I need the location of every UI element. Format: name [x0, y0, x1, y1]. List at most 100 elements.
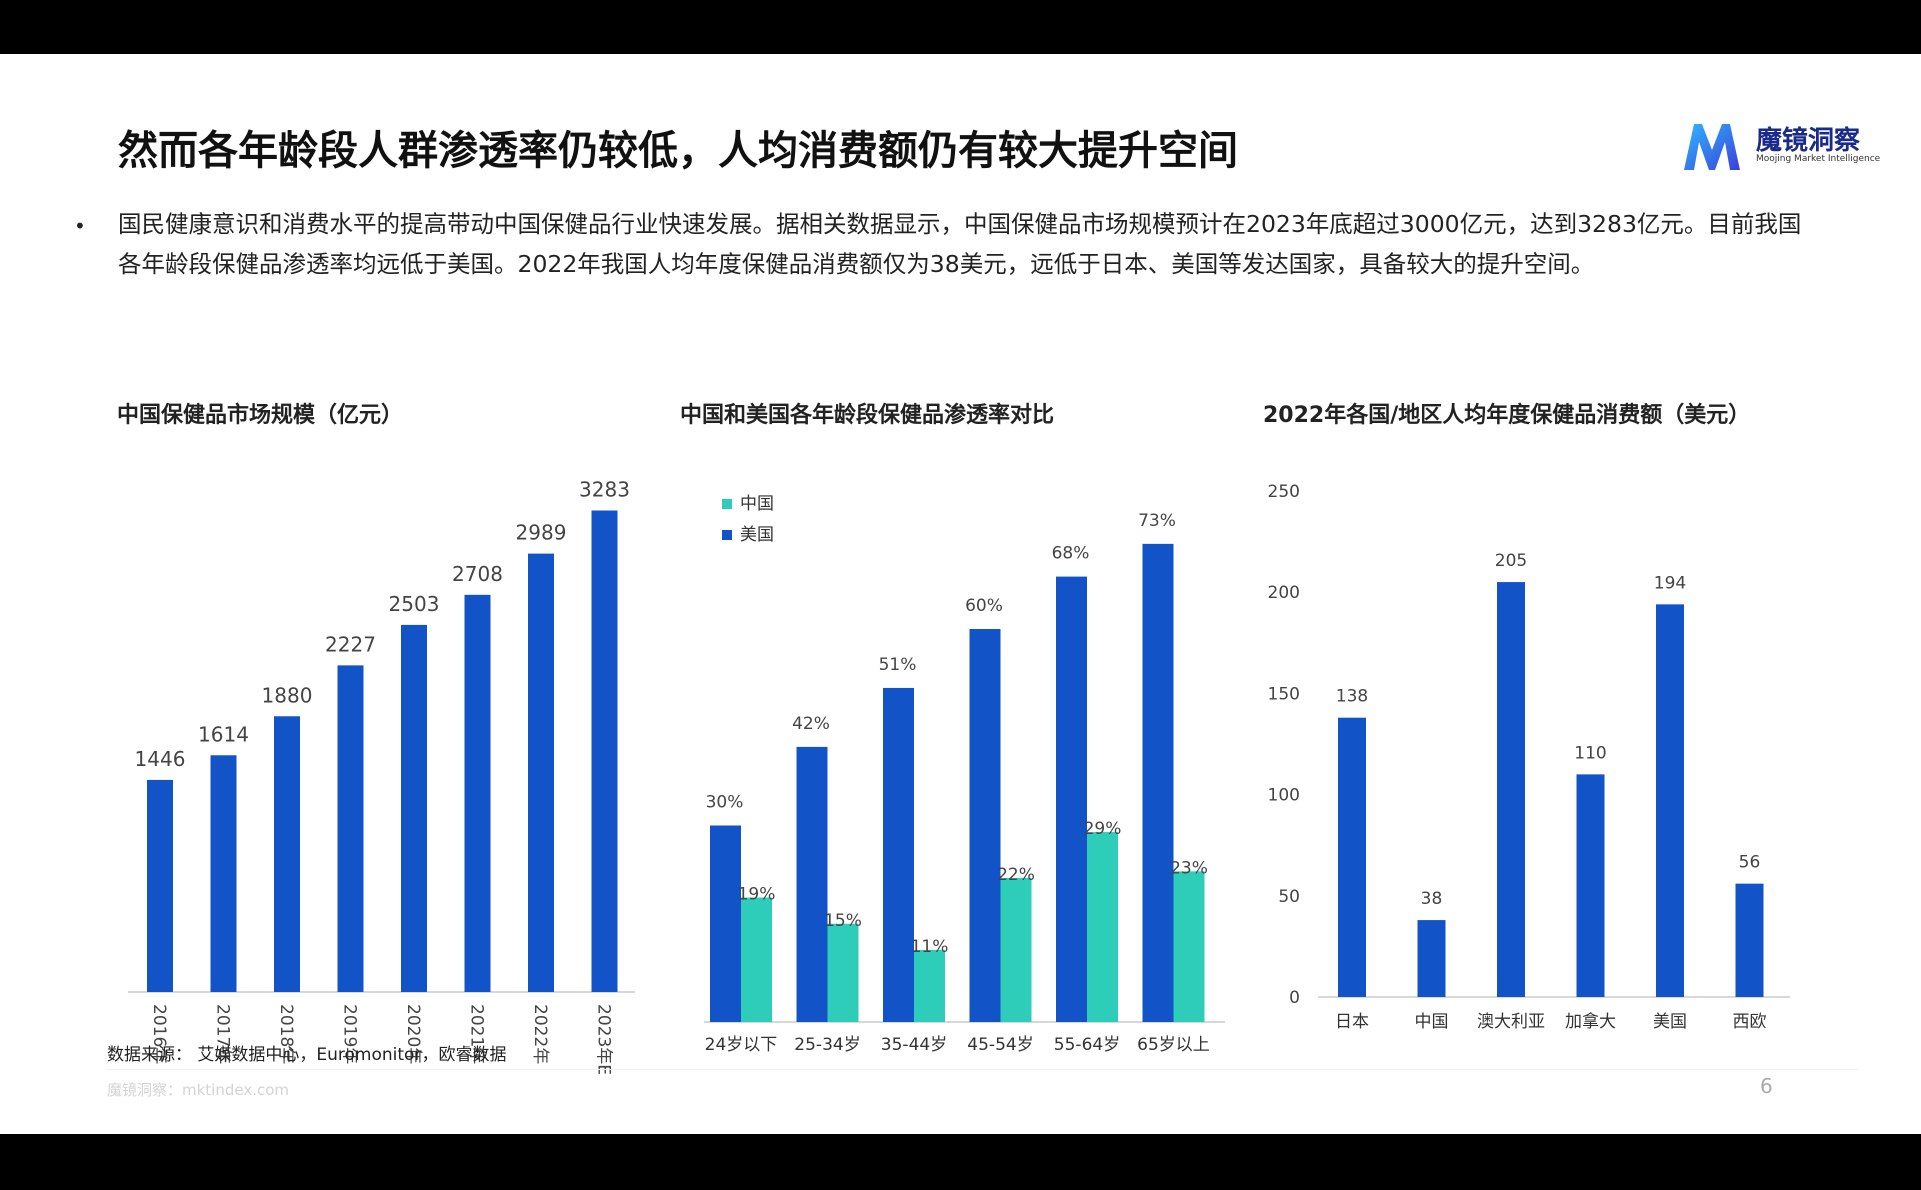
tick-label: 西欧 [1733, 1012, 1767, 1032]
data-label: 2503 [389, 592, 440, 616]
tick-label: 25-34岁 [794, 1035, 860, 1055]
tick-label: 2016年 [149, 1004, 169, 1064]
data-label-us: 68% [1052, 544, 1090, 564]
logo-subtitle: Moojing Market Intelligence [1756, 154, 1881, 164]
tick-label: 24岁以下 [705, 1035, 778, 1055]
bar [147, 779, 173, 992]
bar [1338, 717, 1366, 997]
footer-divider [107, 1069, 1859, 1070]
market-size-chart: 1446 2016年 1614 2017年 1880 2018年 2227 2019年 2503… [128, 477, 635, 1075]
logo-name: 魔镜洞察 [1756, 126, 1861, 156]
tick-label: 35-44岁 [881, 1035, 947, 1055]
tick-label: 2022年 [530, 1004, 550, 1064]
bar-china [741, 897, 772, 1022]
bar [1576, 774, 1605, 997]
bar-us [883, 687, 914, 1022]
data-label-china: 15% [824, 911, 862, 931]
data-label: 138 [1336, 687, 1368, 707]
footer-website: 魔镜洞察：mktindex.com [107, 1081, 290, 1099]
bar-us [1142, 543, 1174, 1022]
y-tick-label: 250 [1268, 482, 1300, 502]
bar [1497, 582, 1525, 997]
bullet-dot-icon: • [74, 214, 86, 238]
data-label: 1880 [262, 683, 313, 707]
data-label: 56 [1739, 853, 1761, 873]
bar [1735, 883, 1764, 997]
data-label: 38 [1421, 889, 1443, 909]
y-tick-label: 0 [1289, 988, 1300, 1008]
y-tick-label: 100 [1268, 786, 1300, 806]
bar-us [969, 629, 1001, 1022]
tick-label: 中国 [1415, 1012, 1449, 1032]
bar [210, 755, 237, 992]
y-tick-label: 150 [1268, 684, 1300, 704]
bar-china [1000, 877, 1032, 1022]
data-label: 110 [1574, 743, 1606, 763]
data-label-us: 73% [1138, 511, 1176, 531]
logo: 魔镜洞察 Moojing Market Intelligence [1680, 118, 1880, 174]
slide: 然而各年龄段人群渗透率仍较低，人均消费额仍有较大提升空间 魔镜洞察 Moojin… [0, 54, 1921, 1134]
page-title: 然而各年龄段人群渗透率仍较低，人均消费额仍有较大提升空间 [118, 128, 1238, 174]
tick-label: 2021年 [467, 1004, 487, 1064]
data-label: 2708 [452, 562, 503, 586]
data-label-us: 42% [792, 714, 830, 734]
summary-text: 国民健康意识和消费水平的提高带动中国保健品行业快速发展。据相关数据显示，中国保健… [118, 210, 1802, 278]
page-number: 6 [1760, 1074, 1773, 1098]
tick-label: 65岁以上 [1137, 1035, 1210, 1055]
bar [337, 665, 364, 992]
logo-mark-icon [1684, 124, 1740, 170]
bar-china [827, 923, 859, 1022]
data-label-us: 60% [965, 596, 1003, 616]
data-source: 数据来源： 艾媒数据中心，Euromonitor，欧睿数据 [107, 1045, 507, 1065]
data-label: 205 [1495, 551, 1527, 571]
tick-label: 45-54岁 [967, 1035, 1033, 1055]
data-label-china: 23% [1170, 858, 1208, 878]
bar [1417, 920, 1446, 997]
tick-label: 澳大利亚 [1477, 1012, 1545, 1032]
tick-label: 2017年 [213, 1004, 233, 1064]
tick-label: 55-64岁 [1054, 1035, 1120, 1055]
bar [401, 624, 427, 992]
bar-china [914, 949, 945, 1022]
data-label-china: 19% [738, 885, 776, 905]
legend-swatch-us [722, 530, 732, 540]
data-label: 194 [1654, 573, 1686, 593]
data-label: 1614 [198, 722, 249, 746]
chart2-title: 中国和美国各年龄段保健品渗透率对比 [680, 403, 1055, 428]
legend-label-china: 中国 [740, 494, 774, 514]
data-label: 1446 [135, 747, 186, 771]
bar-china [1087, 832, 1118, 1022]
bar-us [796, 746, 828, 1022]
tick-label: 加拿大 [1565, 1011, 1616, 1032]
tick-label: 日本 [1335, 1012, 1369, 1032]
data-label-china: 29% [1084, 819, 1122, 839]
data-label-us: 51% [879, 655, 917, 675]
legend-label-us: 美国 [740, 525, 774, 545]
y-tick-label: 50 [1278, 887, 1300, 907]
tick-label: 2019年 [340, 1004, 360, 1064]
data-label-china: 22% [997, 865, 1035, 885]
bar [528, 553, 554, 992]
bar [274, 716, 300, 992]
bar-us [710, 825, 741, 1022]
data-label-china: 11% [911, 937, 949, 957]
bar-us [1056, 576, 1087, 1022]
chart1-title: 中国保健品市场规模（亿元） [117, 403, 404, 428]
data-label-us: 30% [706, 793, 744, 813]
tick-label: 美国 [1653, 1012, 1687, 1032]
y-tick-label: 200 [1268, 583, 1300, 603]
bar [464, 594, 491, 992]
data-label: 2227 [325, 632, 376, 656]
tick-label: 2018年 [276, 1004, 296, 1064]
bar [1656, 604, 1684, 997]
bar-china [1173, 871, 1205, 1022]
spending-chart: 0 50 100 150 200 250 138 日本 38 中国 205 澳大利亚 110 加拿大 194… [1268, 482, 1790, 1032]
chart3-title: 2022年各国/地区人均年度保健品消费额（美元） [1263, 403, 1751, 428]
bar [591, 510, 618, 992]
data-label: 3283 [579, 477, 630, 501]
legend-swatch-china [722, 499, 732, 509]
tick-label: 2020年 [403, 1004, 423, 1064]
tick-label: 2023年E [594, 1004, 614, 1075]
data-label: 2989 [516, 521, 567, 545]
